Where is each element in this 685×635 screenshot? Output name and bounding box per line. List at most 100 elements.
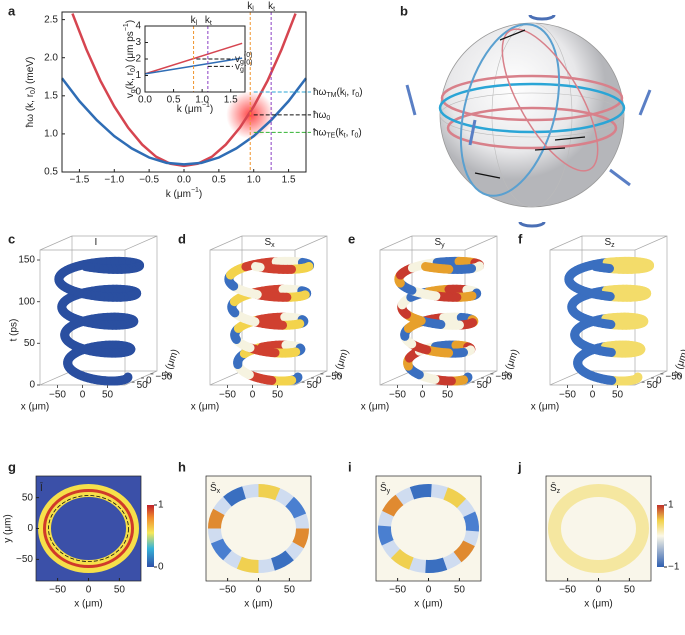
y-tick-label: 0 — [146, 376, 152, 387]
panel-label: a — [8, 3, 16, 18]
helix-tube — [251, 262, 265, 272]
x-tick-label: 0 — [250, 390, 256, 401]
marker-label: kl — [247, 1, 254, 14]
x-tick-label: −50 — [49, 390, 66, 401]
ring-core — [43, 489, 134, 568]
ring-lobe — [223, 486, 247, 507]
text-part: k — [191, 15, 197, 26]
x-tick-label: 50 — [284, 585, 296, 596]
panel-label: f — [518, 231, 523, 246]
panel-label: e — [348, 231, 355, 246]
text-part: ) — [358, 127, 361, 138]
text-part: S̄ — [380, 481, 387, 494]
text-part: (0) — [244, 52, 253, 59]
y-tick-label: 50 — [477, 380, 489, 391]
y-tick-label: 0 — [486, 376, 492, 387]
panel-title: I — [95, 237, 98, 248]
x-tick-label: 0 — [86, 585, 92, 596]
ring-lobe — [453, 540, 475, 563]
sphere-panel — [405, 14, 652, 228]
x-tick-label: −50 — [559, 585, 576, 596]
t-tick-label: 50 — [24, 338, 36, 349]
helix-tube — [81, 262, 95, 272]
ring-lobe — [443, 487, 467, 509]
text-part: g — [240, 67, 244, 74]
text-part: S — [265, 237, 272, 248]
y-axis-label: ħω (k, r0) (meV) — [25, 57, 38, 128]
text-part: TM — [326, 92, 336, 99]
y-tick-label: −50 — [325, 372, 342, 383]
text-part: v — [125, 93, 136, 98]
ring-lobe — [409, 484, 432, 500]
text-part: 0 — [355, 133, 359, 140]
box — [549, 235, 668, 386]
text-part: S — [435, 237, 442, 248]
x-tick-label: −50 — [219, 390, 236, 401]
y-tick-label: 50 — [22, 492, 34, 503]
x-tick-label: 0.0 — [138, 95, 152, 106]
curve — [61, 77, 307, 166]
x-tick-label: 0 — [590, 390, 596, 401]
x-tick-label: 1.5 — [224, 95, 238, 106]
t-tick-label: 0 — [29, 380, 35, 391]
panel-label: j — [517, 459, 522, 474]
x-axis-label: k (μm−1) — [177, 102, 214, 114]
panel-title: Sy — [435, 237, 446, 250]
x-tick-label: 0 — [80, 390, 86, 401]
x-tick-label: 50 — [442, 390, 454, 401]
x-axis-label: x (μm) — [191, 402, 220, 413]
y-tick-label: 50 — [647, 380, 659, 391]
text-part: g — [130, 89, 137, 93]
x-tick-label: −1.5 — [70, 175, 90, 186]
x-tick-label: −0.5 — [139, 175, 159, 186]
text-part: g — [240, 59, 244, 66]
y-tick-label: 3 — [135, 37, 141, 48]
marker-label: vg(0) — [235, 52, 252, 66]
x-tick-label: 50 — [624, 585, 636, 596]
x-tick-label: 0 — [256, 585, 262, 596]
y-tick-label: 50 — [307, 380, 319, 391]
text-part: z — [611, 242, 615, 249]
text-part: t — [210, 20, 212, 27]
y-tick-label: 0.5 — [44, 167, 58, 178]
text-part: −1 — [202, 102, 210, 109]
text-part: l — [345, 92, 347, 99]
y-tick-label: 0 — [27, 523, 33, 534]
colorbar-tick-label: 0 — [158, 562, 164, 573]
text-part: ħω — [313, 109, 327, 120]
text-part: y — [387, 488, 391, 495]
y-tick-label: 4 — [135, 21, 141, 32]
text-part: x — [217, 488, 221, 495]
y-tick-label: 0 — [656, 376, 662, 387]
y-axis-label: y (μm) — [671, 348, 685, 379]
text-part: 0 — [355, 92, 359, 99]
marker-label: ħωTE(kt, r0) — [313, 127, 362, 140]
text-part: S̄ — [550, 481, 557, 494]
x-tick-label: 1.0 — [247, 175, 261, 186]
text-part: (k — [336, 87, 345, 98]
panel-title: S̄x — [210, 481, 221, 495]
curve — [71, 13, 297, 168]
text-part: ) — [125, 20, 136, 23]
y-tick-label: −50 — [16, 554, 33, 565]
x-tick-label: −50 — [219, 585, 236, 596]
text-part: −1 — [191, 187, 199, 194]
ring-lobe — [378, 525, 394, 546]
ring-lobe — [236, 556, 259, 573]
colorbar — [147, 505, 154, 567]
text-part: v — [235, 61, 240, 72]
text-part: −1 — [123, 23, 130, 31]
x-tick-label: 50 — [272, 390, 284, 401]
text-part: k (μm — [177, 104, 202, 115]
panel-label: b — [400, 3, 408, 18]
y-tick-label: 50 — [137, 380, 149, 391]
x-tick-label: 50 — [114, 585, 126, 596]
colorbar-tick-label: 1 — [668, 500, 674, 511]
x-tick-label: 0.5 — [212, 175, 226, 186]
ring-lobe — [292, 528, 309, 549]
text-part: ħω — [313, 87, 327, 98]
text-part: z — [557, 488, 561, 495]
text-part: k — [205, 15, 211, 26]
text-part: t — [273, 6, 275, 13]
